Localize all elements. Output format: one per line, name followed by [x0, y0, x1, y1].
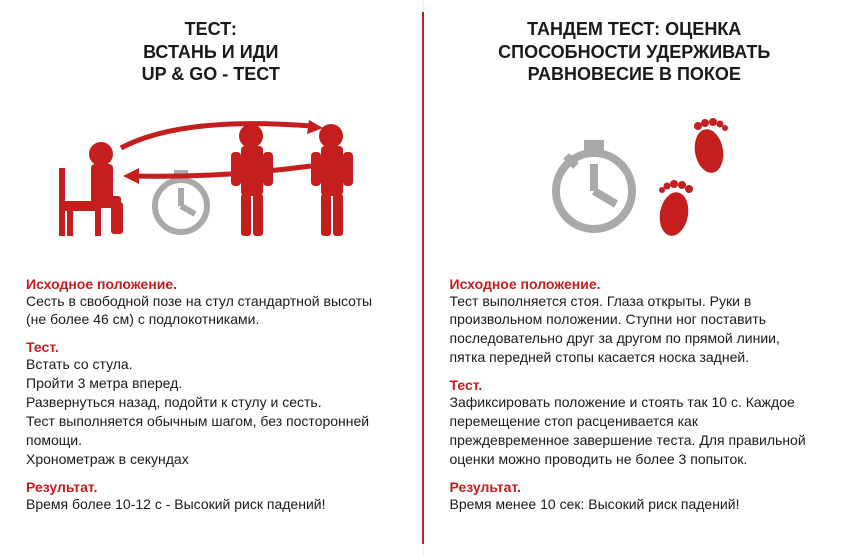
right-s3-text: Время менее 10 сек: Высокий риск падений… [450, 495, 820, 514]
right-s1-text: Тест выполняется стоя. Глаза открыты. Ру… [450, 292, 820, 368]
right-column: ТАНДЕМ ТЕСТ: ОЦЕНКА СПОСОБНОСТИ УДЕРЖИВА… [424, 0, 845, 556]
tandem-test-icon [504, 106, 764, 256]
left-s2-label: Тест. [26, 339, 396, 355]
right-s2-label: Тест. [450, 377, 820, 393]
right-illustration [450, 106, 820, 256]
right-title-line3: РАВНОВЕСИЕ В ПОКОЕ [450, 63, 820, 86]
left-title: ТЕСТ: ВСТАНЬ И ИДИ UP & GO - ТЕСТ [26, 18, 396, 86]
left-title-line3: UP & GO - ТЕСТ [26, 63, 396, 86]
left-s3-label: Результат. [26, 479, 396, 495]
right-s1-label: Исходное положение. [450, 276, 820, 292]
left-s3-text: Время более 10-12 с - Высокий риск паден… [26, 495, 396, 514]
left-s1-text: Сесть в свободной позе на стул стандартн… [26, 292, 396, 330]
right-title-line1: ТАНДЕМ ТЕСТ: ОЦЕНКА [450, 18, 820, 41]
up-and-go-icon [51, 106, 371, 256]
right-title: ТАНДЕМ ТЕСТ: ОЦЕНКА СПОСОБНОСТИ УДЕРЖИВА… [450, 18, 820, 86]
right-s2-text: Зафиксировать положение и стоять так 10 … [450, 393, 820, 469]
left-column: ТЕСТ: ВСТАНЬ И ИДИ UP & GO - ТЕСТ [0, 0, 422, 556]
left-title-line2: ВСТАНЬ И ИДИ [26, 41, 396, 64]
left-s2-text: Встать со стула. Пройти 3 метра вперед. … [26, 355, 396, 468]
left-s1-label: Исходное положение. [26, 276, 396, 292]
right-s3-label: Результат. [450, 479, 820, 495]
left-illustration [26, 106, 396, 256]
right-title-line2: СПОСОБНОСТИ УДЕРЖИВАТЬ [450, 41, 820, 64]
left-title-line1: ТЕСТ: [26, 18, 396, 41]
